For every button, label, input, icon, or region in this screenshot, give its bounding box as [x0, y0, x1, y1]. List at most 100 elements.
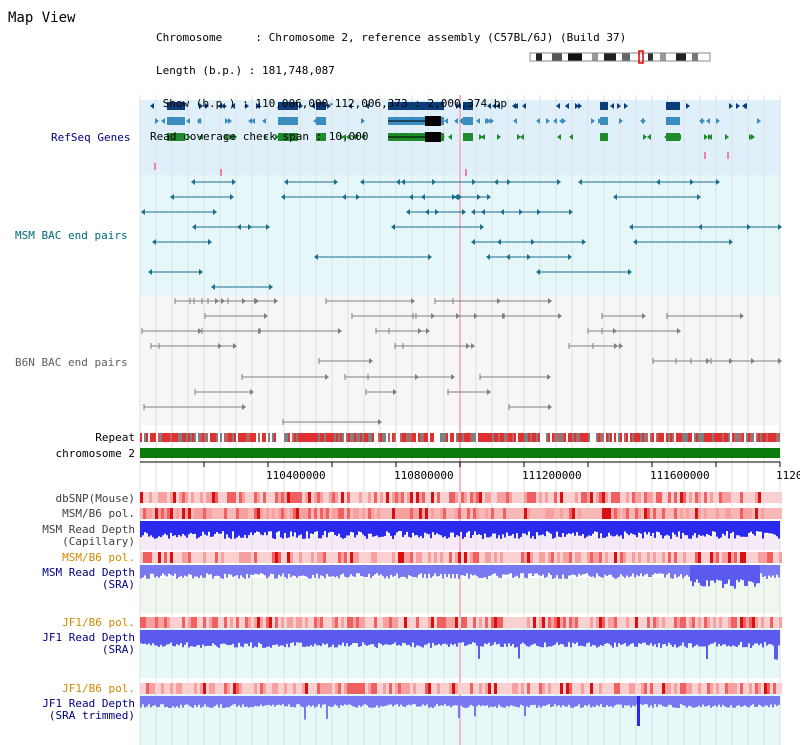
heat-cell	[650, 683, 653, 694]
heat-cell	[662, 492, 665, 503]
depth-bar	[412, 630, 414, 643]
refseq-arrow	[199, 103, 203, 109]
heat-cell	[272, 508, 275, 519]
heat-cell	[392, 617, 395, 628]
depth-bar	[770, 565, 772, 578]
track-label-b6n-bac[interactable]: B6N BAC end pairs	[15, 356, 128, 369]
heat-cell	[473, 552, 476, 563]
track-label-refseq[interactable]: RefSeq Genes	[51, 131, 131, 144]
depth-bar	[648, 521, 650, 533]
repeat-segment	[608, 433, 610, 442]
depth-bar	[166, 565, 168, 577]
heat-cell	[299, 508, 302, 519]
refseq-arrow	[225, 118, 229, 124]
depth-bar	[216, 696, 218, 705]
heat-cell	[224, 492, 227, 503]
heat-cell	[611, 683, 614, 694]
depth-bar	[174, 565, 176, 574]
depth-bar	[616, 521, 618, 535]
depth-bar	[468, 630, 470, 645]
depth-bar	[764, 565, 766, 577]
depth-bar	[656, 521, 658, 532]
depth-bar	[306, 565, 308, 577]
depth-bar	[538, 630, 540, 647]
heat-cell	[455, 552, 458, 563]
depth-bar	[270, 630, 272, 648]
repeat-segment	[626, 433, 628, 442]
depth-bar	[348, 630, 350, 647]
refseq-arrow	[221, 103, 225, 109]
b6n-bac-end	[502, 313, 506, 319]
depth-bar	[690, 630, 692, 644]
depth-bar	[450, 630, 452, 644]
heat-cell	[497, 508, 500, 519]
refseq-marker	[154, 163, 156, 170]
heat-cell	[392, 508, 395, 519]
heat-cell	[659, 492, 662, 503]
heat-cell	[359, 552, 362, 563]
heat-cell	[443, 617, 446, 628]
depth-bar	[552, 696, 554, 707]
depth-bar	[758, 696, 760, 705]
depth-bar	[500, 630, 502, 647]
heat-cell	[488, 683, 491, 694]
heat-cell	[365, 683, 368, 694]
heat-cell	[257, 492, 260, 503]
heat-cell	[779, 492, 782, 503]
depth-bar	[488, 630, 490, 643]
repeat-segment	[726, 433, 728, 442]
heat-cell	[293, 508, 296, 519]
depth-bar	[276, 696, 278, 706]
depth-bar	[496, 521, 498, 539]
depth-bar	[402, 630, 404, 643]
depth-bar	[526, 630, 528, 647]
repeat-segment	[322, 433, 324, 442]
heat-cell	[503, 617, 506, 628]
heat-cell	[317, 492, 320, 503]
depth-bar	[472, 565, 474, 576]
heat-cell	[356, 492, 359, 503]
depth-bar	[322, 521, 324, 536]
depth-bar	[740, 696, 742, 707]
b6n-bac-end	[274, 298, 278, 304]
heat-cell	[161, 552, 164, 563]
depth-bar	[566, 565, 568, 579]
heat-cell	[608, 683, 611, 694]
heat-cell	[398, 508, 401, 519]
heat-cell	[575, 683, 578, 694]
repeat-segment	[748, 433, 750, 442]
depth-bar	[164, 630, 166, 647]
track-label-msm-bac[interactable]: MSM BAC end pairs	[15, 229, 128, 242]
depth-bar	[606, 696, 608, 706]
depth-bar	[566, 696, 568, 707]
depth-bar	[614, 630, 616, 643]
refseq-arrow	[155, 118, 159, 124]
depth-bar	[312, 565, 314, 575]
depth-bar	[736, 630, 738, 647]
depth-bar	[508, 630, 510, 644]
heat-cell	[305, 492, 308, 503]
repeat-segment	[358, 433, 360, 442]
heat-cell	[173, 683, 176, 694]
depth-bar	[328, 521, 330, 533]
heat-cell	[257, 617, 260, 628]
heat-cell	[527, 552, 530, 563]
depth-bar	[410, 521, 412, 538]
depth-bar	[388, 565, 390, 579]
depth-bar	[630, 521, 632, 534]
heat-cell	[737, 552, 740, 563]
depth-bar	[778, 630, 780, 646]
depth-bar	[144, 696, 146, 708]
depth-bar	[452, 565, 454, 575]
depth-bar	[190, 521, 192, 533]
heat-cell	[533, 617, 536, 628]
depth-bar	[260, 630, 262, 645]
heat-cell	[149, 617, 152, 628]
heat-cell	[140, 617, 143, 628]
heat-cell	[716, 508, 719, 519]
repeat-segment	[666, 433, 668, 442]
heat-cell	[524, 683, 527, 694]
heat-cell	[728, 683, 731, 694]
depth-bar	[166, 630, 168, 645]
heat-cell	[587, 508, 590, 519]
